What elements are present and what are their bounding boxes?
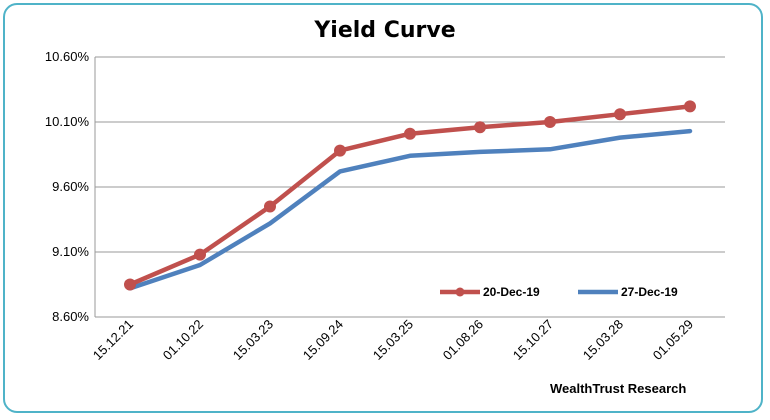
legend-marker: [455, 287, 465, 297]
chart-frame: [3, 3, 763, 413]
credit-label: WealthTrust Research: [550, 381, 687, 396]
x-tick-label: 15.03.23: [230, 317, 276, 363]
x-tick-label: 15.03.25: [370, 317, 416, 363]
y-tick-label: 9.10%: [52, 244, 89, 259]
x-tick-label: 15.10.27: [510, 317, 556, 363]
data-point: [474, 121, 486, 134]
x-tick-label: 15.03.28: [580, 317, 626, 363]
x-tick-label: 01.08.26: [440, 317, 486, 363]
data-point: [544, 116, 556, 128]
y-tick-label: 10.60%: [45, 49, 90, 64]
x-tick-label: 15.09.24: [300, 317, 346, 363]
data-point: [334, 144, 346, 157]
data-point: [684, 100, 696, 113]
x-tick-label: 15.12.21: [90, 317, 136, 363]
y-tick-label: 9.60%: [52, 179, 89, 194]
data-point: [264, 200, 276, 213]
data-point: [194, 248, 206, 261]
data-point: [124, 278, 136, 291]
x-tick-label: 01.05.29: [650, 317, 696, 363]
y-tick-label: 8.60%: [52, 309, 89, 324]
legend-label: 27-Dec-19: [621, 285, 678, 299]
x-tick-label: 01.10.22: [160, 317, 206, 363]
chart-title: Yield Curve: [314, 18, 456, 43]
series-line: [127, 128, 693, 291]
data-point: [614, 108, 626, 121]
y-tick-label: 10.10%: [45, 114, 90, 129]
data-point: [404, 127, 416, 140]
legend-label: 20-Dec-19: [483, 285, 540, 299]
